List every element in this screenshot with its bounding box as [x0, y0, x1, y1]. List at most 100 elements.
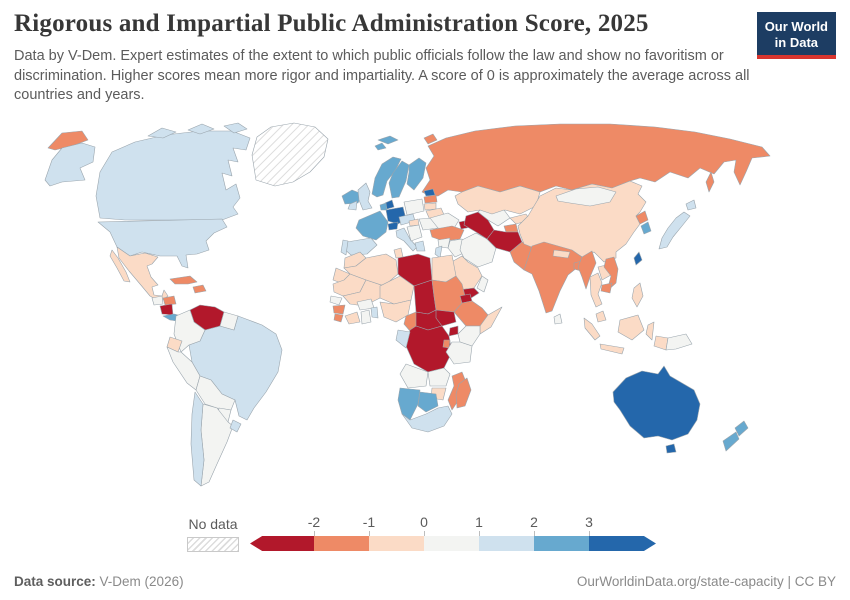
- country-svalbard[interactable]: [374, 142, 387, 151]
- country-west-papua[interactable]: [653, 335, 669, 351]
- country-indonesia-borneo[interactable]: [617, 314, 645, 341]
- country-indonesia-sulawesi[interactable]: [645, 321, 655, 341]
- country-papua-new-guinea[interactable]: [665, 333, 693, 351]
- country-malaysia[interactable]: [595, 310, 607, 323]
- country-arctic-island[interactable]: [187, 123, 215, 135]
- country-japan[interactable]: [658, 211, 691, 250]
- country-honduras[interactable]: [162, 295, 177, 306]
- country-philippines[interactable]: [631, 282, 644, 308]
- country-north-korea[interactable]: [635, 210, 649, 225]
- country-poland[interactable]: [403, 198, 425, 216]
- no-data-swatch[interactable]: [187, 537, 239, 552]
- country-angola[interactable]: [399, 363, 429, 389]
- legend-segment-white[interactable]: [424, 536, 479, 551]
- country-chukotka[interactable]: [47, 130, 89, 151]
- country-arctic-island[interactable]: [223, 122, 248, 134]
- country-finland[interactable]: [406, 157, 427, 191]
- country-south-sudan[interactable]: [435, 309, 457, 327]
- country-israel-jordan[interactable]: [434, 245, 443, 259]
- country-zambia[interactable]: [427, 367, 451, 387]
- country-turkey[interactable]: [429, 225, 465, 242]
- legend-segment-orange[interactable]: [314, 536, 369, 551]
- legend-color-bar[interactable]: [250, 536, 659, 551]
- country-australia[interactable]: [612, 365, 701, 441]
- country-uk[interactable]: [357, 182, 373, 211]
- country-netherlands[interactable]: [379, 202, 388, 211]
- country-guinea[interactable]: [332, 304, 346, 315]
- country-indonesia-java[interactable]: [599, 343, 625, 355]
- country-portugal[interactable]: [340, 239, 349, 256]
- legend-segment-light-blue[interactable]: [479, 536, 534, 551]
- country-uruguay[interactable]: [229, 419, 242, 433]
- country-greenland[interactable]: [251, 122, 329, 187]
- country-namibia[interactable]: [397, 387, 421, 421]
- country-lithuania[interactable]: [423, 202, 437, 211]
- country-nepal[interactable]: [552, 249, 571, 259]
- country-ireland[interactable]: [347, 200, 358, 211]
- country-tunisia[interactable]: [393, 247, 404, 259]
- country-botswana[interactable]: [417, 391, 439, 413]
- country-baja[interactable]: [109, 249, 131, 283]
- country-oman[interactable]: [476, 275, 489, 293]
- country-sakhalin[interactable]: [705, 171, 715, 193]
- country-alaska[interactable]: [44, 142, 96, 187]
- credit-link[interactable]: OurWorldinData.org/state-capacity | CC B…: [576, 574, 836, 589]
- country-benin-togo[interactable]: [370, 306, 379, 319]
- legend-segment-peach[interactable]: [369, 536, 424, 551]
- country-iran[interactable]: [459, 232, 497, 268]
- country-afghanistan[interactable]: [486, 229, 523, 253]
- legend-segment-dark-red[interactable]: [250, 536, 314, 551]
- country-indonesia-sumatra[interactable]: [583, 317, 601, 341]
- country-mongolia[interactable]: [555, 186, 617, 207]
- country-chile[interactable]: [190, 391, 205, 487]
- country-arctic-island[interactable]: [147, 127, 177, 139]
- country-novaya-zemlya[interactable]: [423, 133, 438, 145]
- country-sri-lanka[interactable]: [553, 313, 563, 325]
- country-switzerland[interactable]: [387, 221, 399, 231]
- country-myanmar[interactable]: [577, 250, 597, 290]
- country-hispaniola[interactable]: [192, 284, 207, 294]
- country-ivory-coast[interactable]: [344, 311, 361, 325]
- country-south-korea[interactable]: [640, 221, 652, 235]
- data-source-value: V-Dem (2026): [99, 574, 184, 589]
- country-new-zealand-north[interactable]: [734, 420, 749, 437]
- country-senegal[interactable]: [329, 295, 343, 306]
- country-greece[interactable]: [414, 240, 426, 252]
- country-uganda[interactable]: [448, 325, 459, 337]
- country-india[interactable]: [523, 241, 583, 314]
- country-canada[interactable]: [95, 130, 251, 221]
- legend-segment-dark-blue[interactable]: [589, 536, 656, 551]
- country-norway[interactable]: [371, 156, 402, 198]
- country-cuba[interactable]: [169, 275, 198, 285]
- country-tasmania[interactable]: [665, 443, 677, 454]
- country-taiwan[interactable]: [633, 251, 643, 266]
- country-tanzania[interactable]: [445, 341, 473, 365]
- country-france[interactable]: [355, 210, 389, 241]
- legend-tick-label: 0: [420, 514, 428, 530]
- country-nicaragua[interactable]: [159, 303, 174, 316]
- legend-ticks: -2 -1 0 1 2 3: [250, 514, 659, 536]
- country-somalia[interactable]: [479, 306, 503, 335]
- owid-logo[interactable]: Our World in Data: [756, 12, 836, 60]
- country-kazakhstan[interactable]: [454, 185, 541, 217]
- country-guyana[interactable]: [219, 311, 239, 331]
- country-drc[interactable]: [405, 325, 453, 373]
- country-sweden[interactable]: [388, 160, 410, 199]
- country-tajikistan[interactable]: [503, 223, 519, 233]
- country-thailand[interactable]: [589, 272, 603, 308]
- country-mexico[interactable]: [116, 246, 169, 303]
- country-svalbard[interactable]: [377, 135, 399, 145]
- country-congo-gabon[interactable]: [395, 329, 411, 349]
- country-ghana[interactable]: [360, 309, 372, 325]
- country-balkans[interactable]: [406, 224, 423, 242]
- country-south-africa[interactable]: [401, 405, 453, 433]
- legend-segment-medium-blue[interactable]: [534, 536, 589, 551]
- country-italy[interactable]: [395, 227, 418, 252]
- country-guatemala[interactable]: [151, 295, 164, 306]
- country-new-zealand-south[interactable]: [722, 431, 740, 452]
- country-sierra-leone-liberia[interactable]: [333, 313, 344, 323]
- country-cambodia[interactable]: [600, 282, 613, 294]
- country-madagascar[interactable]: [455, 377, 472, 409]
- country-japan-hokkaido[interactable]: [685, 199, 697, 211]
- country-latvia[interactable]: [423, 194, 438, 204]
